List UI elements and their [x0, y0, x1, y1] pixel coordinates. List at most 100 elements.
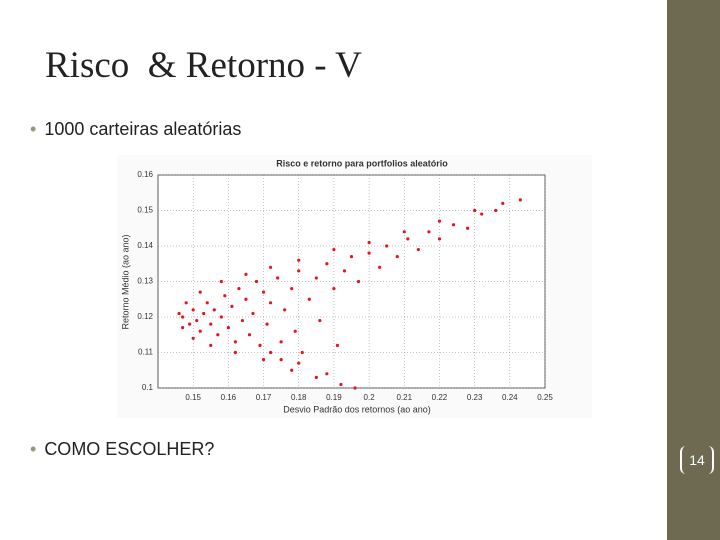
scatter-point — [276, 276, 280, 280]
scatter-point — [307, 297, 311, 301]
scatter-point — [212, 308, 216, 312]
scatter-point — [451, 223, 456, 227]
x-tick-label: 0.16 — [221, 393, 237, 402]
scatter-point — [349, 255, 354, 259]
scatter-point — [244, 272, 248, 276]
x-tick-label: 0.2 — [364, 393, 376, 402]
y-tick-label: 0.16 — [137, 170, 153, 179]
bullet-text: 1000 carteiras aleatórias — [44, 119, 242, 139]
scatter-point — [356, 279, 361, 284]
scatter-point — [437, 219, 442, 223]
x-tick-label: 0.25 — [537, 393, 553, 402]
scatter-point — [268, 350, 273, 355]
scatter-point — [342, 269, 347, 273]
scatter-point — [290, 368, 294, 372]
scatter-point — [209, 322, 213, 326]
y-tick-label: 0.11 — [138, 348, 154, 357]
slide-title: Risco & Retorno - V — [45, 45, 362, 86]
bullet-text: COMO ESCOLHER? — [44, 439, 215, 459]
scatter-point — [198, 290, 202, 294]
scatter-point — [416, 247, 420, 252]
scatter-point — [293, 329, 297, 333]
scatter-point — [406, 237, 410, 241]
scatter-point — [297, 258, 301, 262]
y-tick-label: 0.12 — [137, 312, 153, 321]
scatter-point — [283, 308, 287, 312]
scatter-point — [353, 386, 357, 390]
y-tick-label: 0.1 — [142, 383, 154, 392]
scatter-point — [251, 311, 255, 316]
scatter-point — [325, 262, 329, 266]
scatter-point — [233, 350, 237, 355]
scatter-point — [268, 301, 273, 305]
scatter-point — [244, 297, 248, 301]
page-number: 14 — [680, 446, 714, 474]
x-axis-label: Desvio Padrão dos retornos (ao ano) — [283, 404, 431, 414]
y-tick-label: 0.14 — [137, 241, 153, 250]
scatter-point — [480, 212, 484, 216]
scatter-point — [494, 208, 498, 213]
scatter-point — [223, 294, 227, 298]
scatter-point — [367, 240, 371, 245]
scatter-point — [501, 201, 505, 205]
plot-area — [157, 174, 546, 389]
scatter-point — [325, 372, 329, 376]
scatter-point — [314, 276, 318, 280]
y-tick-label: 0.15 — [137, 206, 153, 215]
scatter-point — [184, 301, 188, 305]
scatter-point — [188, 322, 192, 326]
scatter-point — [261, 290, 266, 294]
x-tick-label: 0.19 — [326, 393, 342, 402]
scatter-point — [339, 382, 343, 387]
scatter-point — [209, 343, 213, 347]
scatter-point — [332, 247, 336, 252]
scatter-point — [367, 251, 371, 255]
scatter-point — [247, 333, 252, 337]
x-tick-label: 0.17 — [256, 393, 272, 402]
scatter-point — [237, 287, 241, 291]
y-tick-label: 0.13 — [137, 277, 153, 286]
scatter-point — [332, 287, 336, 291]
bullet-item: • COMO ESCOLHER? — [30, 439, 215, 459]
scatter-point — [378, 265, 382, 269]
scatter-point — [191, 336, 195, 340]
scatter-point — [202, 311, 206, 316]
scatter-point — [205, 301, 209, 305]
x-tick-label: 0.24 — [502, 393, 518, 402]
scatter-point — [466, 226, 470, 230]
scatter-point — [518, 198, 522, 202]
scatter-point — [314, 375, 318, 379]
x-tick-label: 0.15 — [185, 393, 201, 402]
x-tick-label: 0.23 — [467, 393, 483, 402]
scatter-point — [335, 343, 340, 347]
scatter-point — [219, 315, 223, 319]
scatter-point — [181, 315, 185, 319]
scatter-point — [233, 340, 237, 344]
scatter-point — [268, 265, 273, 269]
scatter-point — [198, 329, 202, 333]
scatter-point — [254, 279, 259, 284]
scatter-point — [191, 308, 195, 312]
scatter-point — [226, 326, 230, 330]
scatter-point — [437, 237, 442, 241]
scatter-point — [290, 287, 294, 291]
x-tick-label: 0.18 — [291, 393, 307, 402]
scatter-point — [402, 230, 406, 234]
scatter-point — [318, 318, 322, 323]
scatter-point — [297, 269, 301, 273]
scatter-point — [300, 350, 304, 355]
x-tick-label: 0.21 — [396, 393, 412, 402]
chart: Risco e retorno para portfolios aleatóri… — [117, 155, 592, 418]
chart-title: Risco e retorno para portfolios aleatóri… — [276, 158, 448, 168]
scatter-point — [177, 311, 181, 316]
scatter-point — [427, 230, 431, 234]
scatter-point — [216, 333, 220, 337]
scatter-point — [181, 326, 185, 330]
scatter-point — [258, 343, 262, 347]
scatter-point — [261, 358, 266, 362]
y-axis-label: Retorno Médio (ao ano) — [120, 234, 130, 329]
scatter-point — [265, 322, 269, 326]
scatter-point — [385, 244, 389, 248]
scatter-point — [395, 255, 399, 259]
scatter-point — [195, 318, 199, 323]
